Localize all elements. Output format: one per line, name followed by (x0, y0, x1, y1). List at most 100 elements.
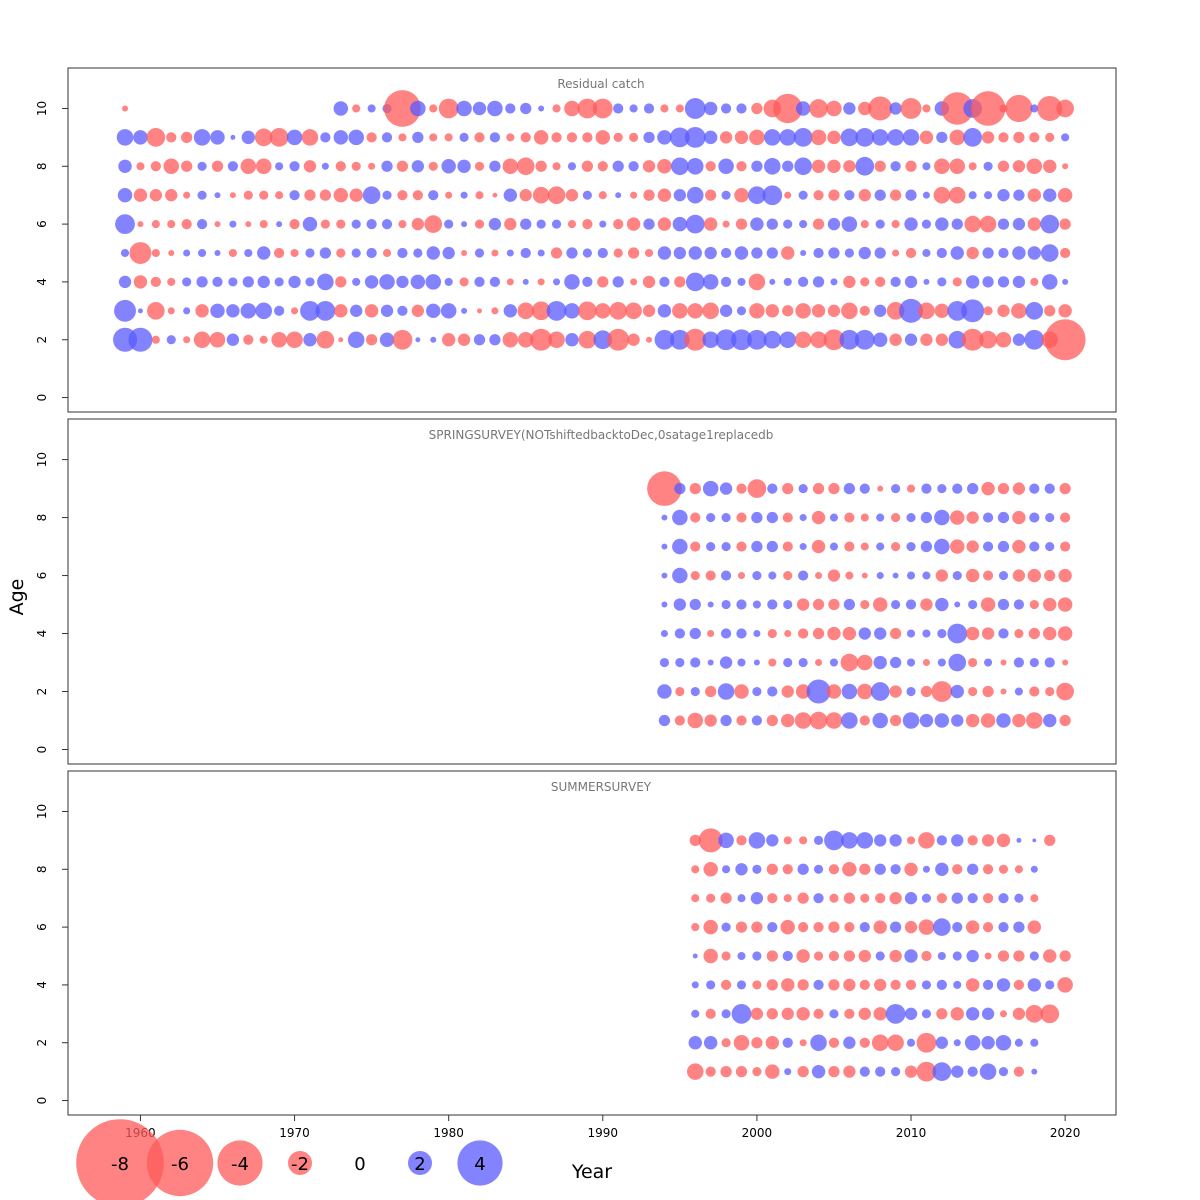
bubble (982, 541, 994, 552)
bubble (352, 104, 361, 113)
bubble (1061, 133, 1070, 142)
bubble (286, 129, 303, 146)
bubble (889, 892, 902, 905)
bubble (721, 922, 731, 932)
bubble (860, 220, 869, 229)
bubble (1043, 949, 1057, 963)
bubble (397, 190, 408, 201)
bubble (707, 659, 714, 666)
bubble (813, 951, 824, 961)
bubble (859, 483, 870, 494)
bubble (503, 304, 518, 318)
bubble (674, 628, 685, 639)
bubble (874, 834, 887, 847)
bubble (982, 921, 994, 933)
bubble (669, 127, 690, 148)
bubble (828, 1037, 840, 1048)
bubble (720, 979, 732, 991)
bubble (751, 247, 763, 259)
bubble (904, 275, 918, 289)
bubble (382, 248, 392, 258)
bubble (149, 189, 163, 202)
bubble (243, 334, 254, 345)
bubble (751, 102, 763, 115)
bubble (242, 276, 254, 288)
bubble (783, 277, 792, 286)
bubble (1027, 920, 1042, 934)
bubble (843, 1065, 856, 1078)
bubble (661, 514, 668, 521)
bubble (811, 510, 826, 525)
bubble (829, 658, 839, 667)
bubble (826, 100, 842, 117)
bubble (613, 103, 624, 114)
bubble (781, 246, 795, 260)
bubble (181, 160, 193, 172)
bubble (904, 1065, 918, 1078)
bubble (702, 274, 719, 290)
bubble (366, 218, 377, 230)
bubble (660, 630, 668, 638)
bubble (875, 1066, 886, 1077)
bubble (351, 161, 361, 171)
bubble (719, 304, 733, 317)
bubble (967, 835, 978, 846)
bubble (875, 276, 886, 288)
bubble (214, 192, 221, 199)
bubble (949, 129, 966, 146)
bubble (952, 570, 962, 581)
bubble (116, 129, 134, 146)
bubble (812, 218, 825, 230)
bubble (474, 219, 485, 229)
bubble (766, 247, 778, 259)
bubble (840, 128, 859, 147)
bubble (703, 130, 718, 145)
bubble (891, 541, 901, 552)
bubble (841, 683, 858, 700)
bubble (428, 161, 438, 171)
bubble (118, 159, 132, 173)
bubble (721, 541, 731, 552)
bubble (1013, 189, 1025, 201)
bubble (981, 834, 995, 847)
legend-label: -4 (231, 1154, 249, 1175)
bubble (737, 658, 746, 667)
bubble (984, 952, 992, 960)
bubble (823, 329, 845, 351)
bubble (381, 160, 393, 172)
bubble (813, 190, 824, 201)
bubble (1029, 657, 1039, 668)
bubble (333, 101, 349, 116)
bubble (782, 482, 794, 495)
bubble (646, 336, 653, 343)
bubble (982, 570, 994, 581)
bubble (1045, 980, 1055, 990)
bubble (773, 93, 803, 124)
bubble (720, 892, 732, 904)
bubble (1043, 626, 1057, 641)
bubble (997, 276, 1010, 288)
y-tick-label: 6 (35, 923, 49, 931)
bubble (737, 277, 746, 286)
bubble (597, 276, 609, 288)
bubble (736, 161, 747, 172)
bubble (998, 1067, 1009, 1077)
bubble (689, 482, 701, 495)
bubble (412, 131, 424, 144)
y-tick-label: 8 (35, 514, 49, 522)
bubble (522, 278, 529, 285)
bubble (965, 1007, 980, 1021)
bubble (1026, 712, 1043, 729)
bubble (887, 1034, 904, 1052)
legend-bubble (288, 1151, 312, 1175)
bubble (516, 157, 535, 176)
bubble (906, 686, 916, 697)
bubble (921, 950, 932, 962)
bubble (255, 302, 273, 320)
bubble (998, 247, 1009, 259)
bubble (685, 214, 705, 234)
bubble (1062, 659, 1069, 666)
bubble (227, 161, 239, 172)
bubble (410, 100, 426, 117)
bubble (937, 951, 946, 961)
